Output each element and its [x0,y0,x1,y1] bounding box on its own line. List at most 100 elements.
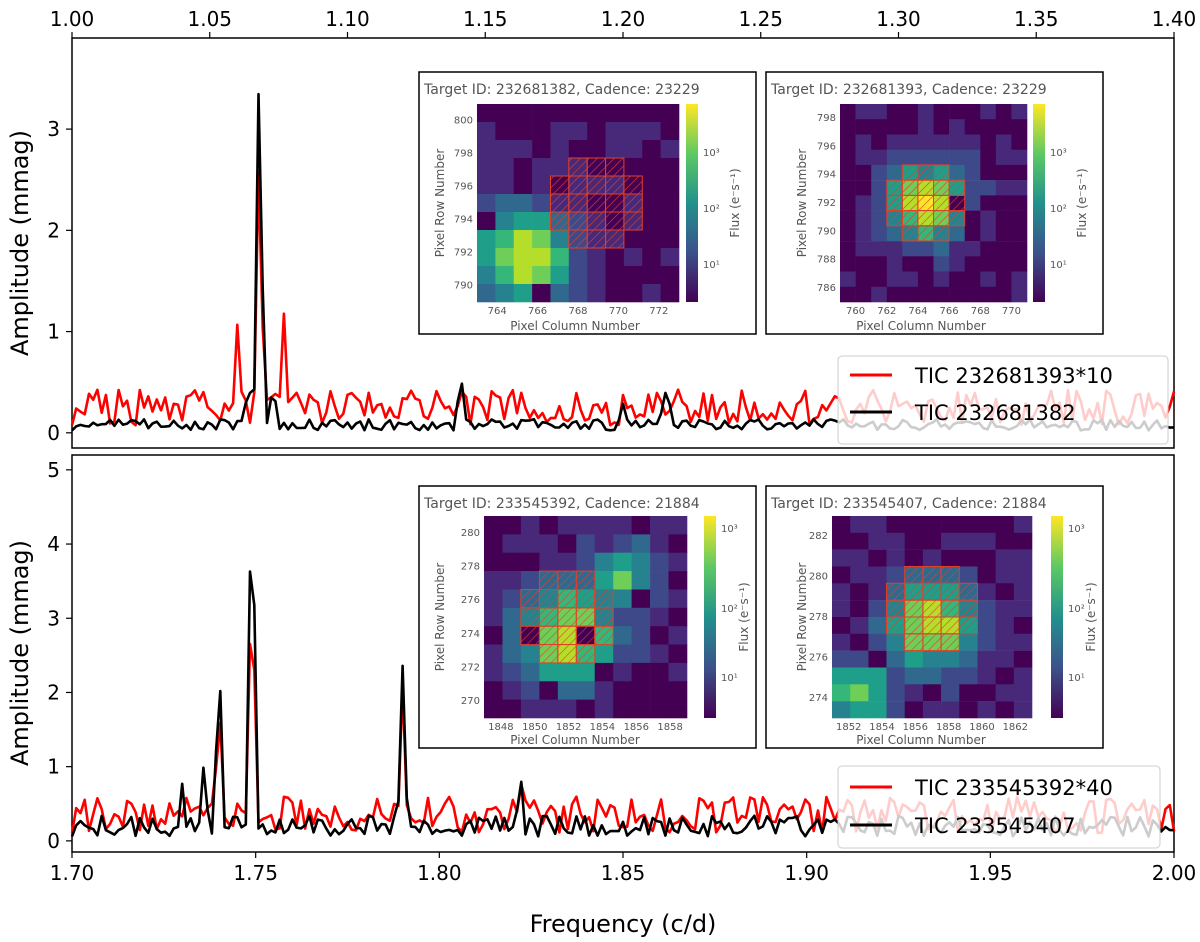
heatmap-cell [650,516,669,535]
inset-y-tick: 280 [461,528,480,539]
aperture-pixel [933,194,950,212]
heatmap-cell [977,566,996,584]
heatmap-cell [502,534,522,554]
heatmap-cell [587,248,606,267]
heatmap-cell [959,650,978,668]
heatmap-cell [568,122,588,141]
heatmap-cell [840,256,856,272]
heatmap-cell [520,644,540,664]
aperture-pixel [594,589,614,609]
aperture-pixel [586,229,607,249]
heatmap-cell [868,583,887,601]
inset-y-tick: 800 [454,116,473,127]
heatmap-cell [631,534,651,554]
top-x-tick-label: 1.20 [601,7,646,31]
heatmap-cell [941,701,960,719]
inset-y-tick: 790 [817,226,836,237]
heatmap-cell [904,701,924,719]
heatmap-cell [477,230,496,249]
bottom-inset-2-cb-tick: 10² [1068,604,1085,615]
aperture-pixel [940,582,960,601]
heatmap-cell [840,195,856,211]
heatmap-cell [917,256,934,272]
heatmap-cell [902,149,919,166]
aperture-pixel [940,566,960,584]
heatmap-cell [995,532,1015,550]
heatmap-cell [941,516,960,534]
heatmap-cell [886,225,903,242]
inset-y-tick: 278 [461,562,480,573]
top-x-tick-label: 1.15 [463,7,508,31]
heatmap-cell [668,552,688,572]
heatmap-cell [832,617,851,635]
bottom-inset-1-title: Target ID: 233545392, Cadence: 21884 [423,496,700,512]
inset-x-tick: 764 [908,306,927,317]
aperture-pixel [575,625,596,646]
inset-y-tick: 270 [461,696,480,707]
heatmap-cell [855,195,872,211]
aperture-pixel [917,164,935,181]
top-legend-label-black: TIC 232681382 [914,401,1076,425]
heatmap-cell [1011,256,1028,272]
heatmap-cell [933,104,950,120]
heatmap-cell [623,104,643,123]
heatmap-cell [642,284,661,303]
heatmap-cell [477,266,496,285]
heatmap-cell [613,534,632,554]
heatmap-cell [840,134,856,150]
bottom-y-tick-label: 2 [47,680,60,704]
heatmap-cell [594,534,614,554]
heatmap-cell [933,149,950,166]
heatmap-cell [917,286,934,303]
heatmap-cell [922,650,942,668]
heatmap-cell [886,104,903,120]
heatmap-cell [959,684,978,702]
heatmap-cell [513,140,533,159]
heatmap-cell [1011,286,1028,303]
heatmap-cell [977,549,996,567]
aperture-pixel [538,625,559,646]
inset-x-tick: 1856 [903,722,928,733]
heatmap-cell [868,566,887,584]
aperture-pixel [901,164,919,181]
aperture-pixel [586,193,607,213]
heatmap-cell [855,164,872,181]
heatmap-cell [623,140,643,159]
aperture-pixel [575,589,596,609]
heatmap-cell [995,164,1012,181]
heatmap-cell [904,684,924,702]
top-y-tick-label: 3 [47,117,60,141]
bottom-inset-2-heatmap [832,516,1033,719]
top-x-tick-label: 1.35 [1014,7,1059,31]
heatmap-cell [904,516,924,534]
heatmap-cell [1013,549,1033,567]
heatmap-cell [904,667,924,685]
inset-y-tick: 788 [817,255,836,266]
heatmap-cell [922,684,942,702]
heatmap-cell [642,194,661,213]
aperture-pixel [922,566,942,584]
heatmap-cell [642,104,661,123]
inset-y-tick: 798 [454,149,473,160]
aperture-pixel [940,633,960,652]
heatmap-cell [917,104,934,120]
heatmap-cell [995,286,1012,303]
heatmap-cell [959,532,978,550]
heatmap-cell [886,256,903,272]
heatmap-cell [1011,149,1028,166]
heatmap-cell [959,566,978,584]
heatmap-cell [855,210,872,227]
heatmap-cell [576,534,596,554]
heatmap-cell [660,158,680,177]
heatmap-cell [850,701,869,719]
heatmap-cell [850,549,869,567]
heatmap-cell [613,681,632,700]
bottom-x-tick-label: 1.75 [233,861,278,885]
aperture-pixel [917,210,935,227]
bottom-x-tick-label: 1.85 [601,861,646,885]
heatmap-cell [668,607,688,627]
bottom-x-tick-label: 1.95 [968,861,1013,885]
heatmap-cell [977,583,996,601]
top-x-tick-label: 1.10 [325,7,370,31]
heatmap-cell [495,158,515,177]
